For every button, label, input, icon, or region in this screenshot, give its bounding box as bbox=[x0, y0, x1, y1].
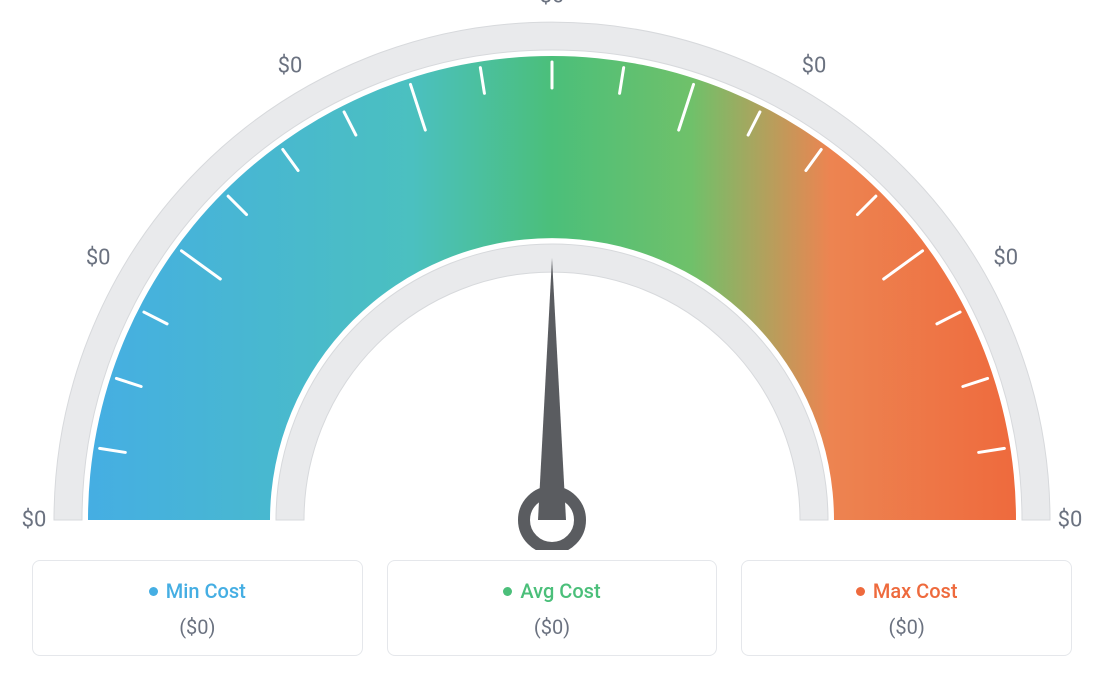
gauge-area: $0 $0 $0 $0 $0 $0 $0 bbox=[22, 10, 1082, 550]
legend-dot-max bbox=[856, 587, 865, 596]
legend-value-min: ($0) bbox=[179, 615, 215, 639]
scale-label-6: $0 bbox=[1058, 508, 1083, 533]
legend-label-avg: Avg Cost bbox=[520, 579, 600, 603]
legend-title-min: Min Cost bbox=[149, 579, 246, 603]
legend-dot-min bbox=[149, 587, 158, 596]
legend-label-min: Min Cost bbox=[166, 579, 246, 603]
gauge-svg bbox=[22, 10, 1082, 550]
legend-value-avg: ($0) bbox=[534, 615, 570, 639]
scale-label-5: $0 bbox=[993, 246, 1018, 271]
legend-card-max: Max Cost ($0) bbox=[741, 560, 1072, 656]
legend-row: Min Cost ($0) Avg Cost ($0) Max Cost ($0… bbox=[32, 560, 1072, 656]
gauge-chart-container: $0 $0 $0 $0 $0 $0 $0 Min Cost ($0) Avg C… bbox=[0, 0, 1104, 690]
legend-card-avg: Avg Cost ($0) bbox=[387, 560, 718, 656]
legend-dot-avg bbox=[503, 587, 512, 596]
scale-label-0: $0 bbox=[22, 508, 47, 533]
legend-label-max: Max Cost bbox=[873, 579, 958, 603]
scale-label-3: $0 bbox=[540, 0, 565, 9]
legend-card-min: Min Cost ($0) bbox=[32, 560, 363, 656]
legend-title-max: Max Cost bbox=[856, 579, 958, 603]
legend-value-max: ($0) bbox=[889, 615, 925, 639]
legend-title-avg: Avg Cost bbox=[503, 579, 600, 603]
scale-label-2: $0 bbox=[278, 54, 303, 79]
scale-label-1: $0 bbox=[86, 246, 111, 271]
scale-label-4: $0 bbox=[802, 54, 827, 79]
